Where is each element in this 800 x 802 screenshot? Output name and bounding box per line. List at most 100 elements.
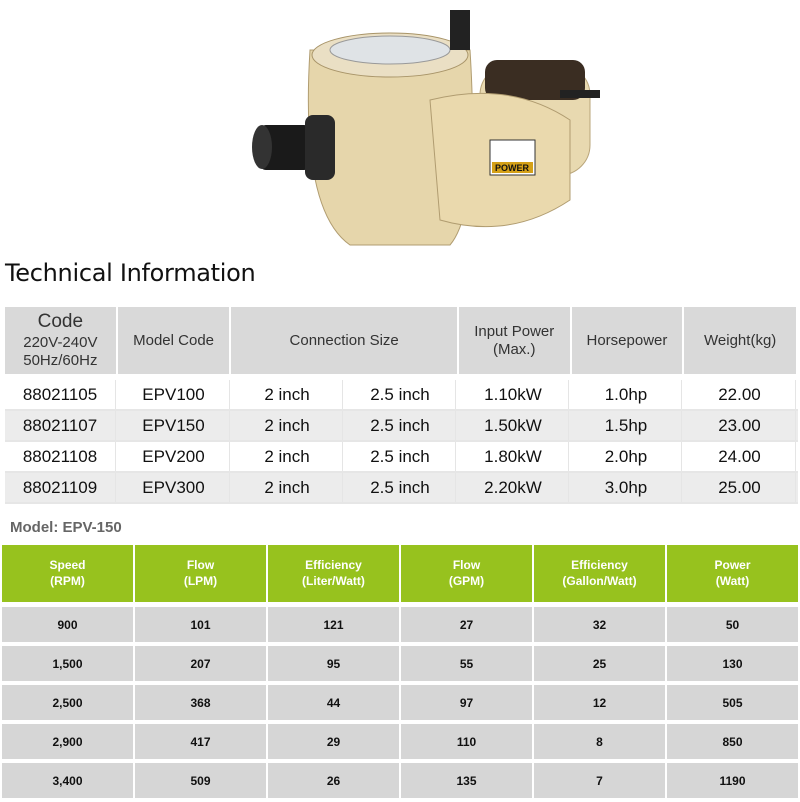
header-code: Code 220V-240V 50Hz/60Hz xyxy=(5,307,116,374)
spec-cell: 2 inch xyxy=(232,473,343,502)
perf-header-text: (Gallon/Watt) xyxy=(562,573,637,588)
perf-header-cell: Flow (GPM) xyxy=(401,545,532,602)
perf-header-cell: Power (Watt) xyxy=(667,545,798,602)
header-voltage: 220V-240V xyxy=(23,333,98,351)
perf-cell: 1,500 xyxy=(2,646,133,681)
spec-cell: 1.50kW xyxy=(458,411,569,440)
spec-cell: 2.5 inch xyxy=(345,411,456,440)
perf-cell: 509 xyxy=(135,763,266,798)
spec-cell: 22.00 xyxy=(684,380,796,409)
perf-cell: 95 xyxy=(268,646,399,681)
header-input-power: Input Power (Max.) xyxy=(458,307,570,374)
performance-header-row: Speed (RPM) Flow (LPM) Efficiency (Liter/Watt… xyxy=(2,545,800,602)
perf-cell: 25 xyxy=(534,646,665,681)
spec-table: Code 220V-240V 50Hz/60Hz Model Code Conn… xyxy=(5,307,798,504)
spec-cell: 2 inch xyxy=(232,442,343,471)
perf-header-text: (LPM) xyxy=(183,573,218,588)
perf-header-cell: Flow (LPM) xyxy=(135,545,266,602)
perf-row: 2,500 368 44 97 12 505 xyxy=(2,685,800,720)
spec-cell: 88021105 xyxy=(5,380,116,409)
perf-cell: 130 xyxy=(667,646,798,681)
perf-cell: 900 xyxy=(2,607,133,642)
perf-cell: 50 xyxy=(667,607,798,642)
spec-cell: 2.5 inch xyxy=(345,473,456,502)
perf-header-text: Speed xyxy=(49,557,86,572)
perf-cell: 850 xyxy=(667,724,798,759)
perf-header-text: (Watt) xyxy=(715,573,750,588)
perf-cell: 7 xyxy=(534,763,665,798)
perf-cell: 2,900 xyxy=(2,724,133,759)
model-label: Model: EPV-150 xyxy=(10,519,122,536)
spec-cell: EPV100 xyxy=(118,380,230,409)
perf-header-cell: Efficiency (Gallon/Watt) xyxy=(534,545,665,602)
spec-cell: 88021107 xyxy=(5,411,116,440)
perf-cell: 505 xyxy=(667,685,798,720)
spec-cell: 88021109 xyxy=(5,473,116,502)
spec-cell: 2.0hp xyxy=(571,442,682,471)
spec-row: 88021109 EPV300 2 inch 2.5 inch 2.20kW 3.0hp 2… xyxy=(5,473,798,504)
spec-cell: 1.10kW xyxy=(458,380,569,409)
perf-row: 2,900 417 29 110 8 850 xyxy=(2,724,800,759)
header-connection-size: Connection Size xyxy=(231,307,457,374)
perf-header-text: (RPM) xyxy=(50,573,85,588)
spec-cell: 2 inch xyxy=(232,380,343,409)
perf-row: 1,500 207 95 55 25 130 xyxy=(2,646,800,681)
perf-cell: 2,500 xyxy=(2,685,133,720)
perf-cell: 26 xyxy=(268,763,399,798)
header-horsepower: Horsepower xyxy=(571,307,683,374)
header-code-label: Code xyxy=(37,311,84,333)
spec-cell: 25.00 xyxy=(684,473,796,502)
spec-cell: 2.5 inch xyxy=(345,442,456,471)
perf-cell: 32 xyxy=(534,607,665,642)
perf-cell: 1190 xyxy=(667,763,798,798)
spec-cell: 2.20kW xyxy=(458,473,569,502)
spec-cell: 3.0hp xyxy=(571,473,682,502)
perf-row: 900 101 121 27 32 50 xyxy=(2,607,800,642)
perf-row: 3,400 509 26 135 7 1190 xyxy=(2,763,800,798)
perf-header-text: (GPM) xyxy=(448,573,485,588)
perf-cell: 27 xyxy=(401,607,532,642)
pump-brand-label: POWER xyxy=(495,163,530,173)
perf-cell: 8 xyxy=(534,724,665,759)
perf-cell: 44 xyxy=(268,685,399,720)
perf-header-text: Power xyxy=(714,557,751,572)
perf-header-text: Flow xyxy=(186,557,215,572)
header-frequency: 50Hz/60Hz xyxy=(23,351,98,369)
perf-cell: 3,400 xyxy=(2,763,133,798)
spec-cell: 24.00 xyxy=(684,442,796,471)
perf-cell: 368 xyxy=(135,685,266,720)
pool-pump-image: POWER xyxy=(252,10,600,246)
spec-row: 88021107 EPV150 2 inch 2.5 inch 1.50kW 1.5hp 2… xyxy=(5,411,798,442)
perf-cell: 417 xyxy=(135,724,266,759)
spec-cell: EPV200 xyxy=(118,442,230,471)
perf-header-text: Flow xyxy=(452,557,481,572)
spec-cell: 1.0hp xyxy=(571,380,682,409)
spec-header-row: Code 220V-240V 50Hz/60Hz Model Code Conn… xyxy=(5,307,798,374)
perf-cell: 207 xyxy=(135,646,266,681)
spec-cell: 2.5 inch xyxy=(345,380,456,409)
perf-header-text: Efficiency xyxy=(571,557,628,572)
perf-cell: 135 xyxy=(401,763,532,798)
header-input-power-label: Input Power xyxy=(474,322,555,340)
perf-cell: 97 xyxy=(401,685,532,720)
spec-cell: 1.80kW xyxy=(458,442,569,471)
page-title: Technical Information xyxy=(5,259,256,287)
perf-header-text: Efficiency xyxy=(305,557,362,572)
spec-cell: 88021108 xyxy=(5,442,116,471)
perf-cell: 121 xyxy=(268,607,399,642)
spec-cell: EPV150 xyxy=(118,411,230,440)
perf-cell: 101 xyxy=(135,607,266,642)
spec-row: 88021108 EPV200 2 inch 2.5 inch 1.80kW 2.0hp 2… xyxy=(5,442,798,473)
perf-header-cell: Efficiency (Liter/Watt) xyxy=(268,545,399,602)
header-input-power-sub: (Max.) xyxy=(492,340,536,358)
perf-cell: 110 xyxy=(401,724,532,759)
spec-cell: 23.00 xyxy=(684,411,796,440)
perf-cell: 12 xyxy=(534,685,665,720)
perf-cell: 55 xyxy=(401,646,532,681)
header-weight: Weight(kg) xyxy=(684,307,797,374)
spec-cell: 2 inch xyxy=(232,411,343,440)
spec-cell: EPV300 xyxy=(118,473,230,502)
perf-header-text: (Liter/Watt) xyxy=(302,573,365,588)
perf-cell: 29 xyxy=(268,724,399,759)
spec-cell: 1.5hp xyxy=(571,411,682,440)
